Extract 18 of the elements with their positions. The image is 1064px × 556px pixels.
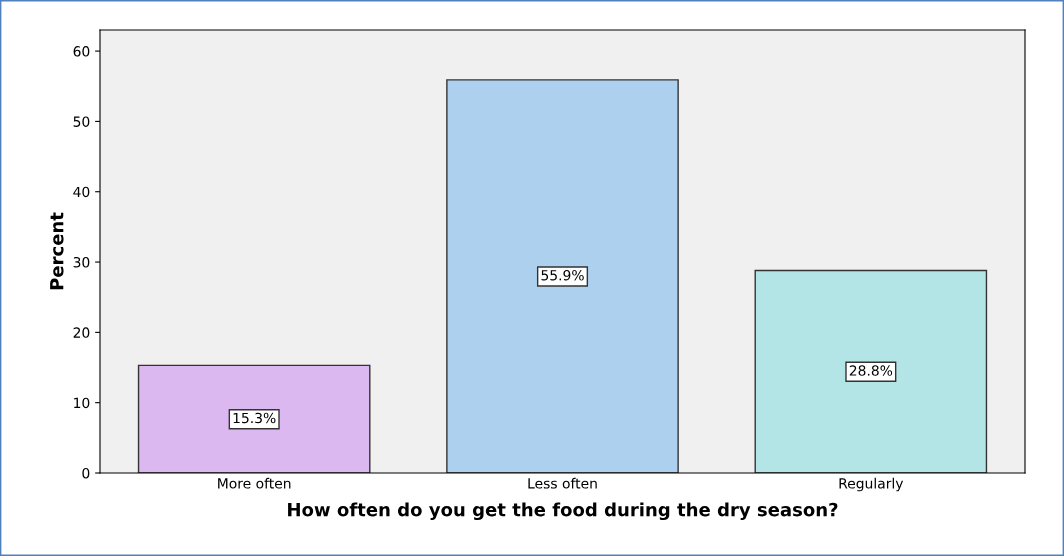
- data-label: 55.9%: [541, 269, 584, 281]
- y-tick-label: 30: [73, 257, 90, 268]
- y-tick-label: 60: [73, 46, 90, 57]
- bar: [754, 269, 988, 473]
- y-tick-label: 10: [74, 397, 90, 409]
- x-tick-label: Regularly: [839, 477, 904, 492]
- y-tick-label: 0: [82, 467, 90, 479]
- y-axis-title: Percent: [50, 212, 64, 290]
- bar: [446, 79, 679, 473]
- x-axis-title: How often do you get the food during the dry season?: [288, 502, 838, 521]
- y-tick-label: 20: [73, 327, 90, 338]
- x-tick-label: Less often: [528, 477, 597, 489]
- y-tick-label: 50: [73, 116, 90, 127]
- data-label: 28.8%: [849, 365, 893, 376]
- bar: [137, 364, 371, 473]
- data-label: 15.3%: [233, 412, 276, 424]
- y-tick-label: 40: [73, 186, 90, 198]
- x-tick-label: More often: [218, 477, 291, 489]
